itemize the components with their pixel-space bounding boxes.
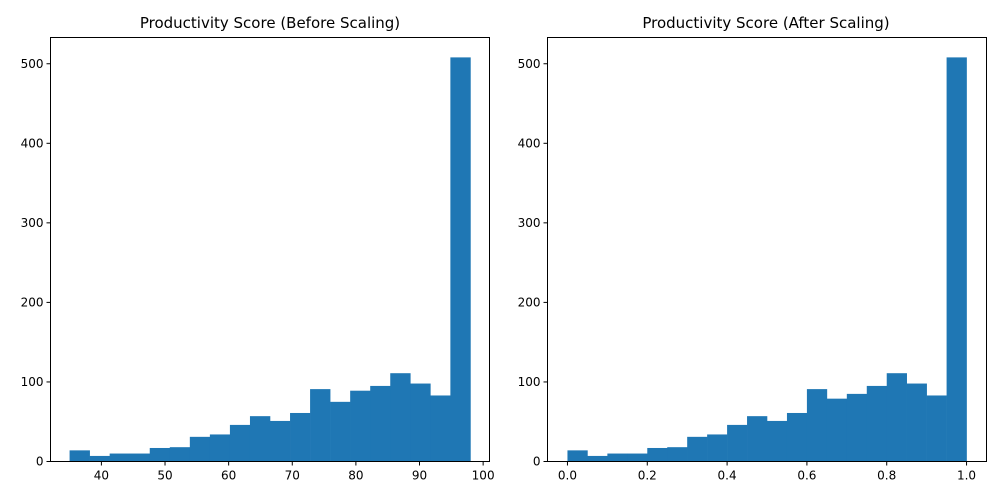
histogram-bar — [767, 420, 788, 462]
histogram-bar — [786, 412, 808, 462]
histogram-bar — [169, 447, 191, 462]
x-tick-label: 80 — [348, 469, 363, 483]
histogram-before-scaling: Productivity Score (Before Scaling) 40 50… — [21, 14, 495, 483]
y-axis-ticks: 0 100 200 300 400 500 — [518, 57, 548, 469]
histogram-bar — [69, 450, 90, 462]
histogram-bar — [906, 383, 927, 462]
x-tick-label: 70 — [285, 469, 300, 483]
histogram-bar — [189, 436, 211, 462]
histogram-bar — [747, 416, 768, 462]
histogram-bar — [149, 447, 171, 462]
histogram-bar — [430, 395, 451, 462]
x-tick-label: 60 — [221, 469, 236, 483]
x-axis-ticks: 40 50 60 70 80 90 100 — [94, 461, 495, 483]
histogram-bar — [410, 383, 431, 462]
y-tick-label: 300 — [518, 216, 541, 230]
histogram-bar — [826, 398, 848, 462]
x-tick-label: 0.8 — [877, 469, 896, 483]
x-tick-label: 0.4 — [718, 469, 737, 483]
y-axis-ticks: 0 100 200 300 400 500 — [21, 57, 51, 469]
x-tick-label: 0.6 — [797, 469, 816, 483]
x-tick-label: 0.0 — [558, 469, 577, 483]
y-tick-label: 100 — [518, 375, 541, 389]
y-tick-label: 500 — [21, 57, 44, 71]
histogram-bar — [627, 453, 648, 462]
histogram-bar — [806, 389, 828, 462]
histogram-bar — [89, 455, 110, 462]
histogram-bar — [587, 455, 608, 462]
histogram-bar — [390, 373, 411, 462]
y-tick-label: 200 — [518, 295, 541, 309]
x-tick-label: 50 — [157, 469, 172, 483]
histogram-bar — [109, 453, 131, 462]
histogram-bar — [129, 453, 151, 462]
histogram-bar — [450, 57, 471, 462]
x-tick-label: 0.2 — [638, 469, 657, 483]
histogram-bar — [707, 434, 728, 462]
x-tick-label: 40 — [94, 469, 109, 483]
histogram-bar — [866, 385, 888, 462]
y-tick-label: 0 — [533, 455, 541, 469]
histogram-bar — [846, 393, 868, 462]
histogram-bar — [330, 401, 351, 462]
histogram-bar — [607, 453, 628, 462]
histogram-bar — [567, 450, 588, 462]
histogram-bar — [370, 385, 391, 462]
histogram-bar — [209, 434, 231, 462]
histogram-bar — [667, 447, 688, 462]
x-tick-label: 1.0 — [957, 469, 976, 483]
y-tick-label: 200 — [21, 295, 44, 309]
x-tick-label: 100 — [472, 469, 495, 483]
x-tick-label: 90 — [412, 469, 427, 483]
histogram-bar — [229, 424, 251, 462]
y-tick-label: 400 — [518, 136, 541, 150]
histogram-bar — [310, 389, 331, 462]
bars — [69, 57, 471, 462]
histogram-bar — [926, 395, 947, 462]
histogram-bar — [270, 420, 291, 462]
chart-title: Productivity Score (After Scaling) — [642, 14, 889, 32]
histogram-bar — [350, 390, 371, 462]
histogram-after-scaling: Productivity Score (After Scaling) 0.0 0.… — [518, 14, 987, 483]
y-tick-label: 500 — [518, 57, 541, 71]
y-tick-label: 0 — [36, 455, 44, 469]
plot-frame — [547, 37, 987, 462]
y-tick-label: 300 — [21, 216, 44, 230]
histogram-bar — [886, 373, 907, 462]
histogram-bar — [727, 424, 748, 462]
histogram-bar — [946, 57, 967, 462]
plot-frame — [50, 37, 490, 462]
chart-title: Productivity Score (Before Scaling) — [140, 14, 400, 32]
histogram-bar — [290, 412, 311, 462]
y-tick-label: 400 — [21, 136, 44, 150]
bars — [567, 57, 967, 462]
histogram-bar — [249, 416, 271, 462]
histogram-bar — [647, 447, 668, 462]
x-axis-ticks: 0.0 0.2 0.4 0.6 0.8 1.0 — [558, 461, 976, 483]
y-tick-label: 100 — [21, 375, 44, 389]
histogram-bar — [687, 436, 708, 462]
